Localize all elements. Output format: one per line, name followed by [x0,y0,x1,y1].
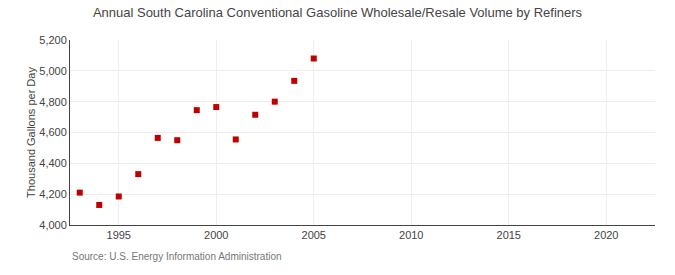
svg-text:Source: U.S. Energy Informatio: Source: U.S. Energy Information Administ… [72,251,282,262]
svg-text:Thousand Gallons per Day: Thousand Gallons per Day [25,67,37,198]
svg-text:2015: 2015 [497,229,521,241]
svg-text:2005: 2005 [302,229,326,241]
svg-text:4,400: 4,400 [39,157,67,169]
svg-text:4,800: 4,800 [39,96,67,108]
svg-text:4,600: 4,600 [39,126,67,138]
svg-text:2010: 2010 [399,229,423,241]
svg-text:5,000: 5,000 [39,65,67,77]
svg-text:5,200: 5,200 [39,34,67,46]
svg-text:2000: 2000 [204,229,228,241]
svg-text:4,000: 4,000 [39,219,67,231]
svg-text:Annual South Carolina Conventi: Annual South Carolina Conventional Gasol… [93,5,583,20]
svg-text:1995: 1995 [107,229,131,241]
svg-text:2020: 2020 [594,229,618,241]
svg-text:4,200: 4,200 [39,188,67,200]
